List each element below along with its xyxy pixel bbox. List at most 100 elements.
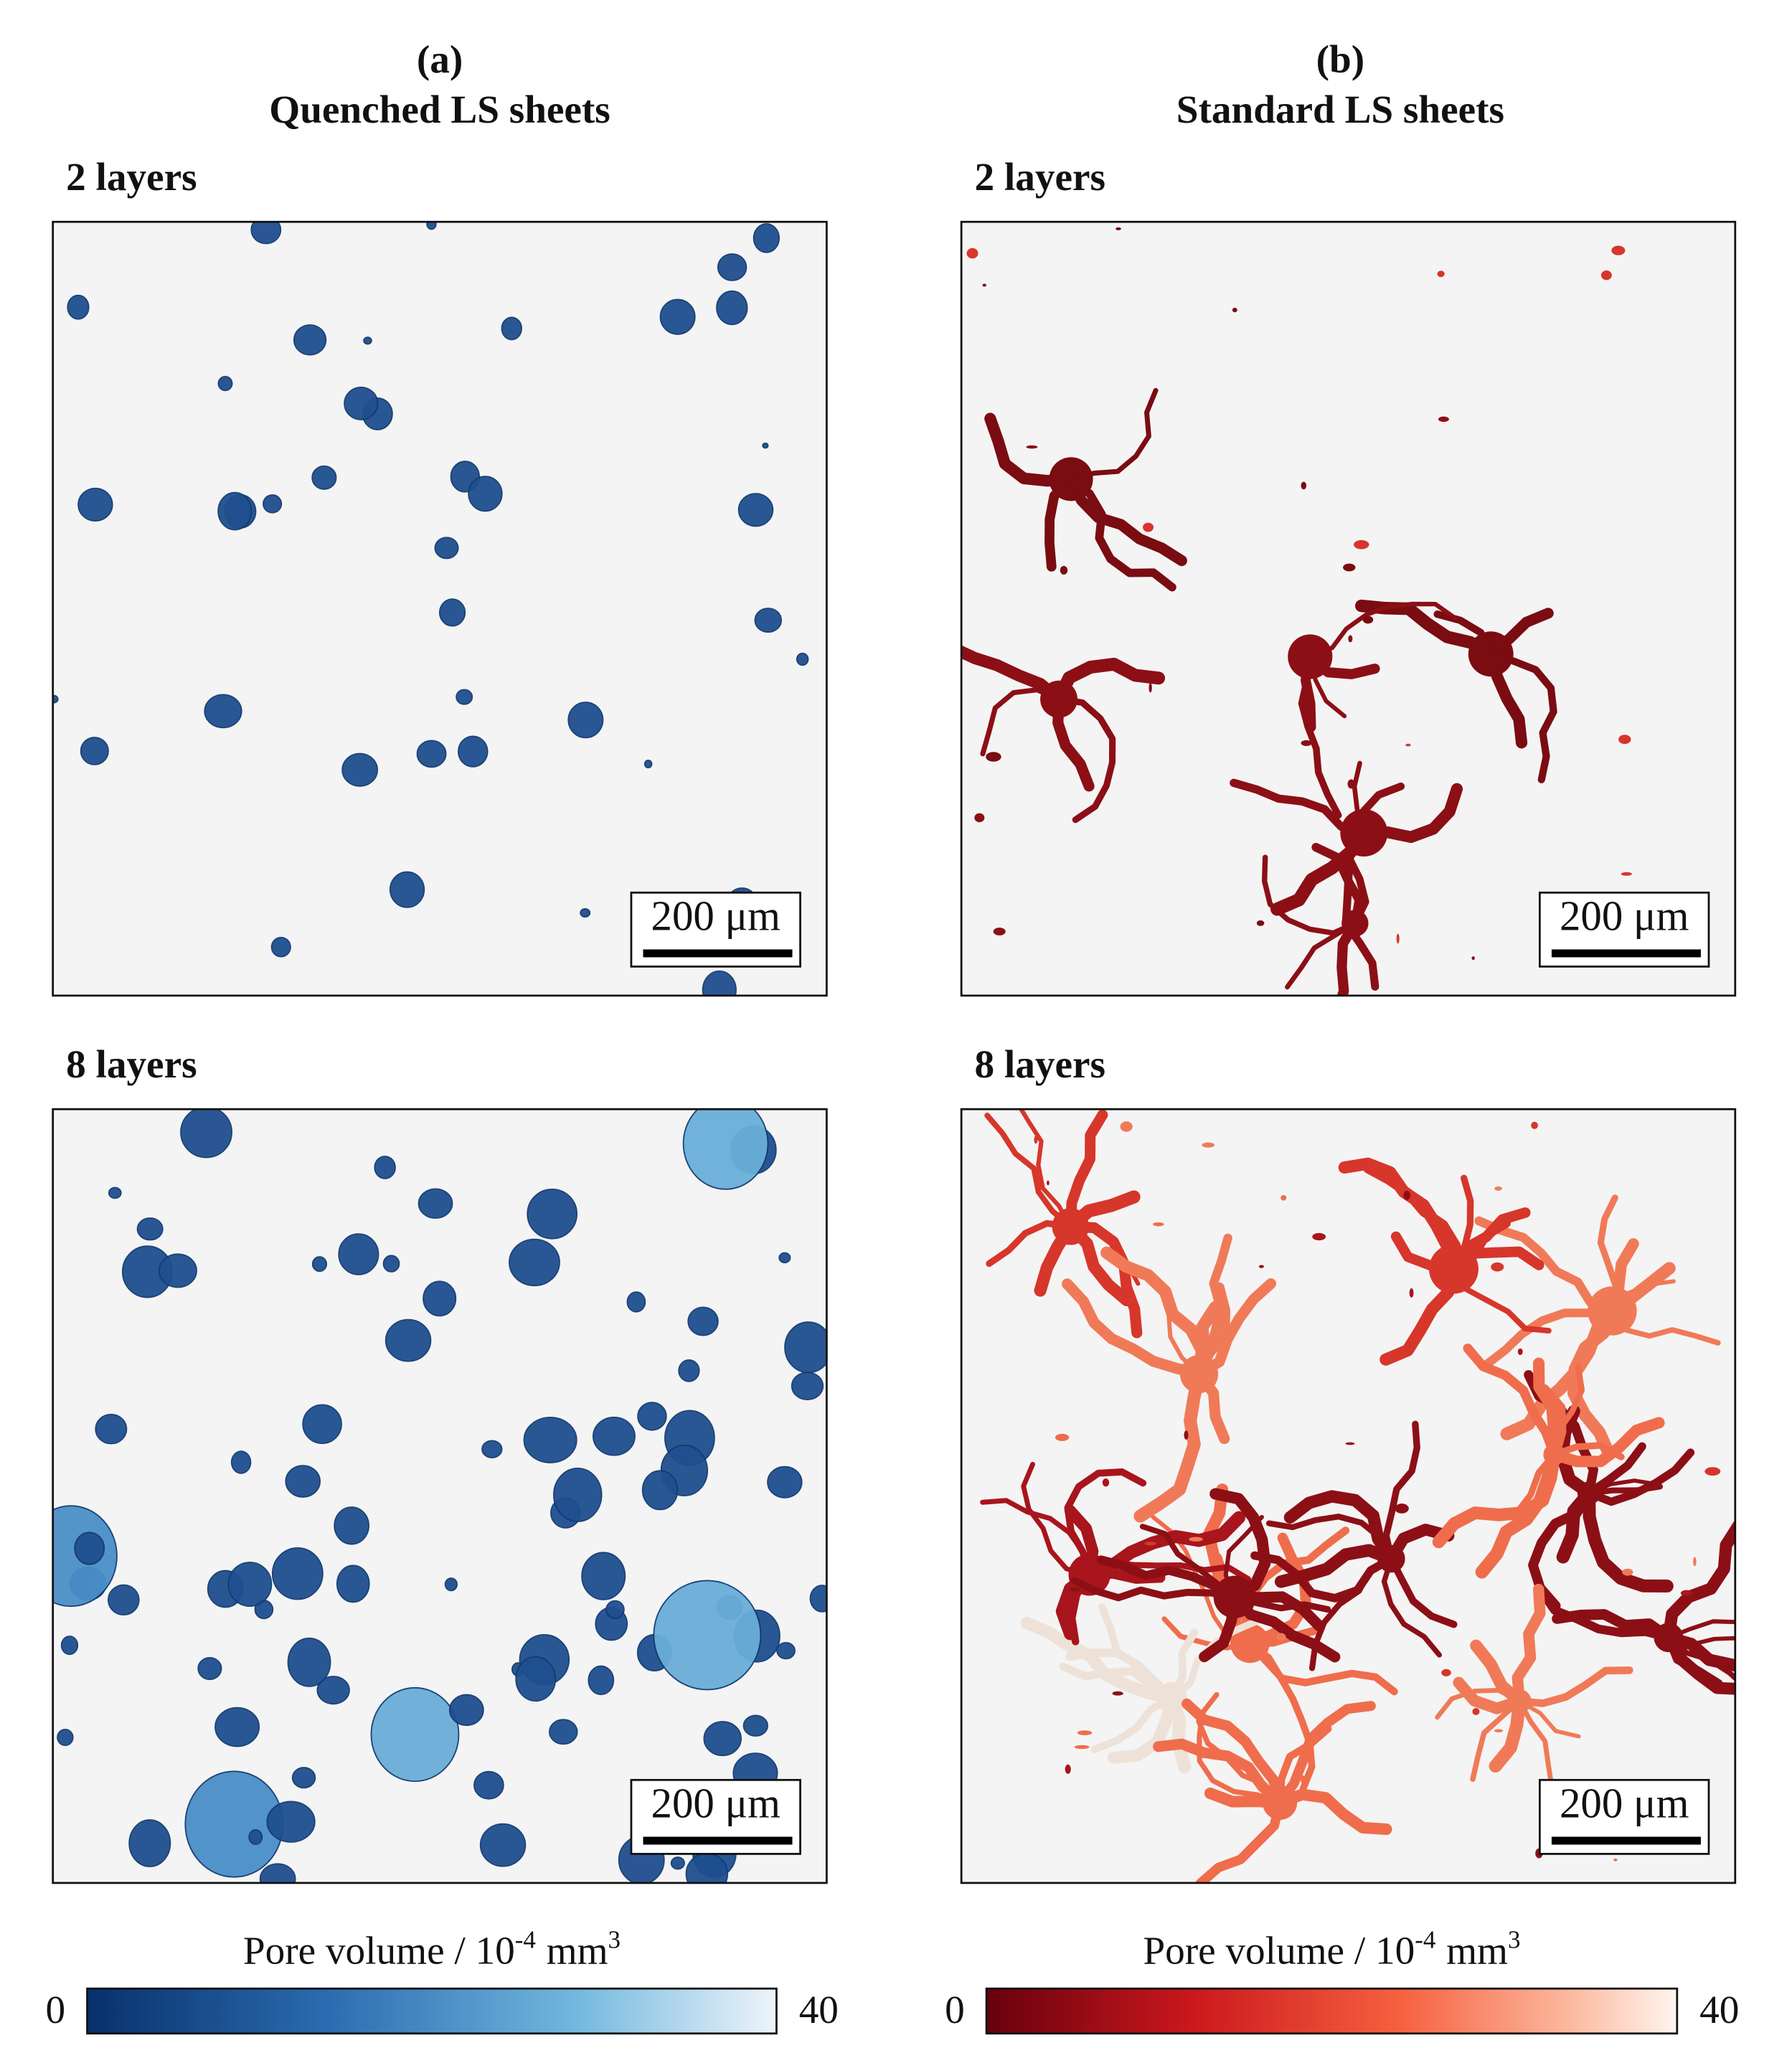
pore [1441, 1669, 1451, 1676]
pore [1489, 1694, 1527, 1773]
pore [1474, 1216, 1617, 1316]
pore [1034, 1136, 1038, 1144]
pore [448, 1694, 484, 1727]
pore [1448, 1246, 1545, 1275]
pore [80, 737, 109, 765]
pore [986, 1219, 1074, 1268]
pore [270, 936, 291, 958]
pore [334, 1506, 369, 1545]
pore [336, 1565, 370, 1603]
pore [1070, 1577, 1239, 1602]
pore [1301, 740, 1312, 747]
pore [778, 1252, 791, 1264]
pore [95, 1413, 128, 1445]
pore [637, 1402, 667, 1431]
pore [1018, 1109, 1073, 1229]
pore [1585, 1442, 1646, 1498]
pore [108, 1186, 122, 1199]
pore [717, 253, 748, 281]
micrograph [52, 222, 827, 996]
pore [1308, 654, 1347, 719]
pore [1026, 445, 1038, 449]
pore [1258, 1265, 1264, 1268]
pore [1275, 1701, 1376, 1808]
pore [1551, 1363, 1585, 1458]
pore [291, 1767, 316, 1789]
pore [1487, 650, 1557, 783]
pore [52, 694, 59, 704]
pore [271, 1547, 324, 1600]
pore [74, 1532, 105, 1565]
pore [1438, 416, 1449, 423]
pore [1229, 1591, 1341, 1663]
pore [1517, 1699, 1581, 1739]
pore [685, 1853, 729, 1883]
pore [418, 1188, 453, 1219]
pore [1116, 227, 1121, 231]
pore [1020, 1616, 1178, 1704]
pore [641, 1470, 679, 1511]
colorbar-min: 0 [46, 1988, 66, 2032]
pore [1586, 1483, 1664, 1496]
pore [344, 387, 379, 420]
pore [678, 1359, 700, 1382]
pore [702, 970, 737, 996]
pore [980, 1498, 1093, 1577]
scale-bar-label: 200 μm [1560, 893, 1689, 940]
pore [1223, 1514, 1264, 1600]
pore [703, 1721, 742, 1757]
pore [456, 689, 473, 705]
pore [1409, 1288, 1414, 1298]
pore [266, 1801, 316, 1843]
pore [1276, 1814, 1283, 1818]
pore [1194, 1278, 1276, 1379]
pore [1680, 1590, 1692, 1596]
pore [1567, 1304, 1619, 1461]
pore [1120, 1121, 1133, 1132]
pore [1100, 1246, 1209, 1381]
pore [1060, 565, 1068, 575]
pore [762, 442, 769, 449]
pore [1348, 635, 1353, 643]
pore [1435, 1688, 1522, 1720]
pore [1494, 1729, 1504, 1733]
pore [1358, 783, 1463, 844]
colorbar-max: 40 [799, 1988, 839, 2032]
pore [416, 740, 447, 768]
pore [1451, 1266, 1552, 1334]
pore [1693, 1557, 1697, 1567]
pore [753, 223, 781, 253]
pore [370, 1686, 460, 1783]
pore [1666, 1635, 1735, 1647]
pore [1381, 1556, 1442, 1658]
pore [287, 1637, 331, 1687]
pore [1112, 1691, 1123, 1696]
pore [1161, 1616, 1253, 1651]
pore [1618, 735, 1631, 745]
pore [1405, 743, 1411, 747]
pore [1301, 1775, 1306, 1784]
pore [1034, 1220, 1077, 1297]
pore [515, 1656, 557, 1702]
pore [197, 1656, 222, 1681]
pore [1070, 1587, 1081, 1592]
pore [1666, 1634, 1735, 1682]
pore [363, 336, 372, 345]
pore [1390, 1231, 1459, 1275]
pore [1583, 1486, 1674, 1592]
pore [1197, 1691, 1283, 1806]
pore [1261, 854, 1358, 936]
pore [423, 1280, 457, 1317]
pore [1609, 1308, 1721, 1346]
pore [1300, 651, 1316, 732]
pore [754, 608, 783, 633]
pore [552, 1468, 603, 1522]
pore [1517, 1348, 1523, 1355]
scale-bar-label: 200 μm [1560, 1780, 1689, 1826]
pore [227, 1562, 273, 1608]
pore [1196, 1718, 1283, 1806]
pore [1396, 933, 1400, 944]
pore [1363, 1164, 1461, 1274]
pore [1133, 1367, 1206, 1523]
